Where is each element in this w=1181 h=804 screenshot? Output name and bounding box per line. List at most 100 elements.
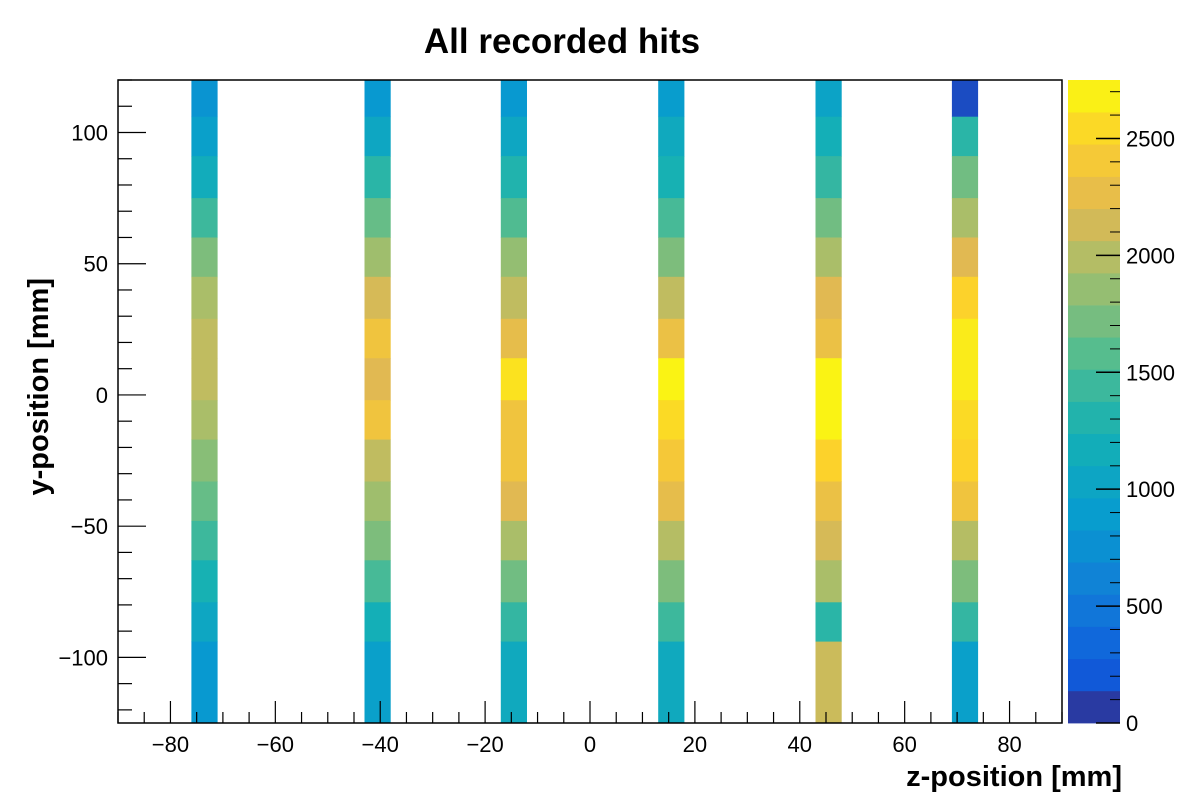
heatmap-cell: [815, 641, 842, 724]
heatmap-cell: [500, 358, 527, 401]
heatmap-cell: [658, 80, 685, 118]
x-tick-label: −40: [362, 732, 399, 757]
heatmap-cell: [364, 641, 391, 724]
heatmap-cell: [815, 276, 842, 320]
heatmap-cell: [951, 641, 979, 724]
y-tick-label: 0: [96, 383, 108, 408]
heatmap-cell: [658, 116, 685, 157]
heatmap-cell: [815, 560, 842, 603]
heatmap-cell: [364, 481, 391, 522]
heatmap-cell: [191, 358, 218, 401]
heatmap-cell: [658, 439, 685, 482]
heatmap-cell: [191, 276, 218, 320]
y-tick-label: −50: [71, 514, 108, 539]
colorbar-band: [1068, 594, 1120, 627]
heatmap-cell: [951, 602, 979, 643]
heatmap-cell: [191, 237, 218, 278]
heatmap-cell: [364, 400, 391, 440]
heatmap-cell: [191, 439, 218, 482]
colorbar-band: [1068, 465, 1120, 499]
heatmap-cell: [191, 641, 218, 724]
heatmap-cell: [658, 156, 685, 199]
heatmap-cell: [815, 80, 842, 118]
heatmap-cell: [364, 198, 391, 238]
heatmap-cell: [500, 481, 527, 522]
heatmap-cell: [191, 318, 218, 359]
x-axis: −80 −60 −40 −20 0 20 40 60 80: [117, 701, 1063, 757]
heatmap-cell: [191, 80, 218, 118]
heatmap-cell: [500, 276, 527, 320]
colorbar-tick-label: 2500: [1126, 126, 1175, 151]
heatmap-cell: [191, 156, 218, 199]
colorbar-band: [1068, 433, 1120, 467]
chart-title: All recorded hits: [424, 22, 700, 61]
heatmap-cell: [951, 560, 979, 603]
heatmap-cell: [364, 318, 391, 359]
colorbar-band: [1068, 401, 1120, 434]
x-tick-label: 80: [997, 732, 1021, 757]
heatmap-cell: [658, 520, 685, 561]
heatmap-cell: [951, 318, 979, 359]
colorbar-band: [1068, 562, 1120, 595]
heatmap-cell: [500, 156, 527, 199]
heatmap-cell: [364, 237, 391, 278]
heatmap-cell: [500, 560, 527, 603]
heatmap-cell: [815, 156, 842, 199]
heatmap-cell: [500, 641, 527, 724]
heatmap-cell: [364, 439, 391, 482]
heatmap-cell: [658, 198, 685, 238]
y-tick-label: −100: [58, 645, 108, 670]
colorbar-tick-label: 0: [1126, 711, 1138, 736]
colorbar-band: [1068, 337, 1120, 370]
colorbar-band: [1068, 305, 1120, 338]
heatmap-cell: [364, 276, 391, 320]
heatmap-cell: [191, 198, 218, 238]
heatmap-cell: [951, 400, 979, 440]
color-scale-bar: 0 500 1000 1500 2000 2500: [1068, 80, 1175, 736]
heatmap-cell: [658, 358, 685, 401]
heatmap-cell: [364, 80, 391, 118]
colorbar-band: [1068, 112, 1120, 145]
colorbar-band: [1068, 658, 1120, 692]
heatmap-cell: [191, 400, 218, 440]
colorbar-tick-label: 2000: [1126, 243, 1175, 268]
heatmap-cell: [951, 80, 979, 118]
heatmap-cell: [951, 116, 979, 157]
heatmap-cell: [364, 520, 391, 561]
y-tick-label: 100: [71, 120, 108, 145]
heatmap-cells: [191, 80, 979, 724]
heatmap-cell: [815, 198, 842, 238]
heatmap-cell: [951, 198, 979, 238]
x-tick-label: −80: [152, 732, 189, 757]
colorbar-band: [1068, 144, 1120, 177]
colorbar-band: [1068, 530, 1120, 563]
colorbar-tick-label: 500: [1126, 594, 1163, 619]
heatmap-cell: [191, 520, 218, 561]
heatmap-cell: [815, 481, 842, 522]
heatmap-cell: [191, 560, 218, 603]
heatmap-cell: [658, 602, 685, 643]
heatmap-cell: [951, 276, 979, 320]
colorbar-band: [1068, 208, 1120, 242]
colorbar-band: [1068, 272, 1120, 306]
heatmap-cell: [658, 641, 685, 724]
heatmap-cell: [815, 439, 842, 482]
heatmap-cell: [815, 237, 842, 278]
heatmap-cell: [951, 520, 979, 561]
heatmap-cell: [951, 358, 979, 401]
heatmap-cell: [815, 400, 842, 440]
x-axis-label: z-position [mm]: [906, 761, 1122, 793]
heatmap-cell: [191, 481, 218, 522]
colorbar-band: [1068, 690, 1120, 724]
heatmap-cell: [500, 520, 527, 561]
y-axis: −100 −50 0 50 100: [58, 79, 146, 711]
heatmap-cell: [815, 116, 842, 157]
heatmap-cell: [658, 318, 685, 359]
heatmap-cell: [500, 439, 527, 482]
plot-frame: [117, 79, 1063, 724]
heatmap-cell: [364, 116, 391, 157]
x-tick-label: −60: [257, 732, 294, 757]
heatmap-cell: [500, 198, 527, 238]
colorbar-band: [1068, 80, 1120, 113]
